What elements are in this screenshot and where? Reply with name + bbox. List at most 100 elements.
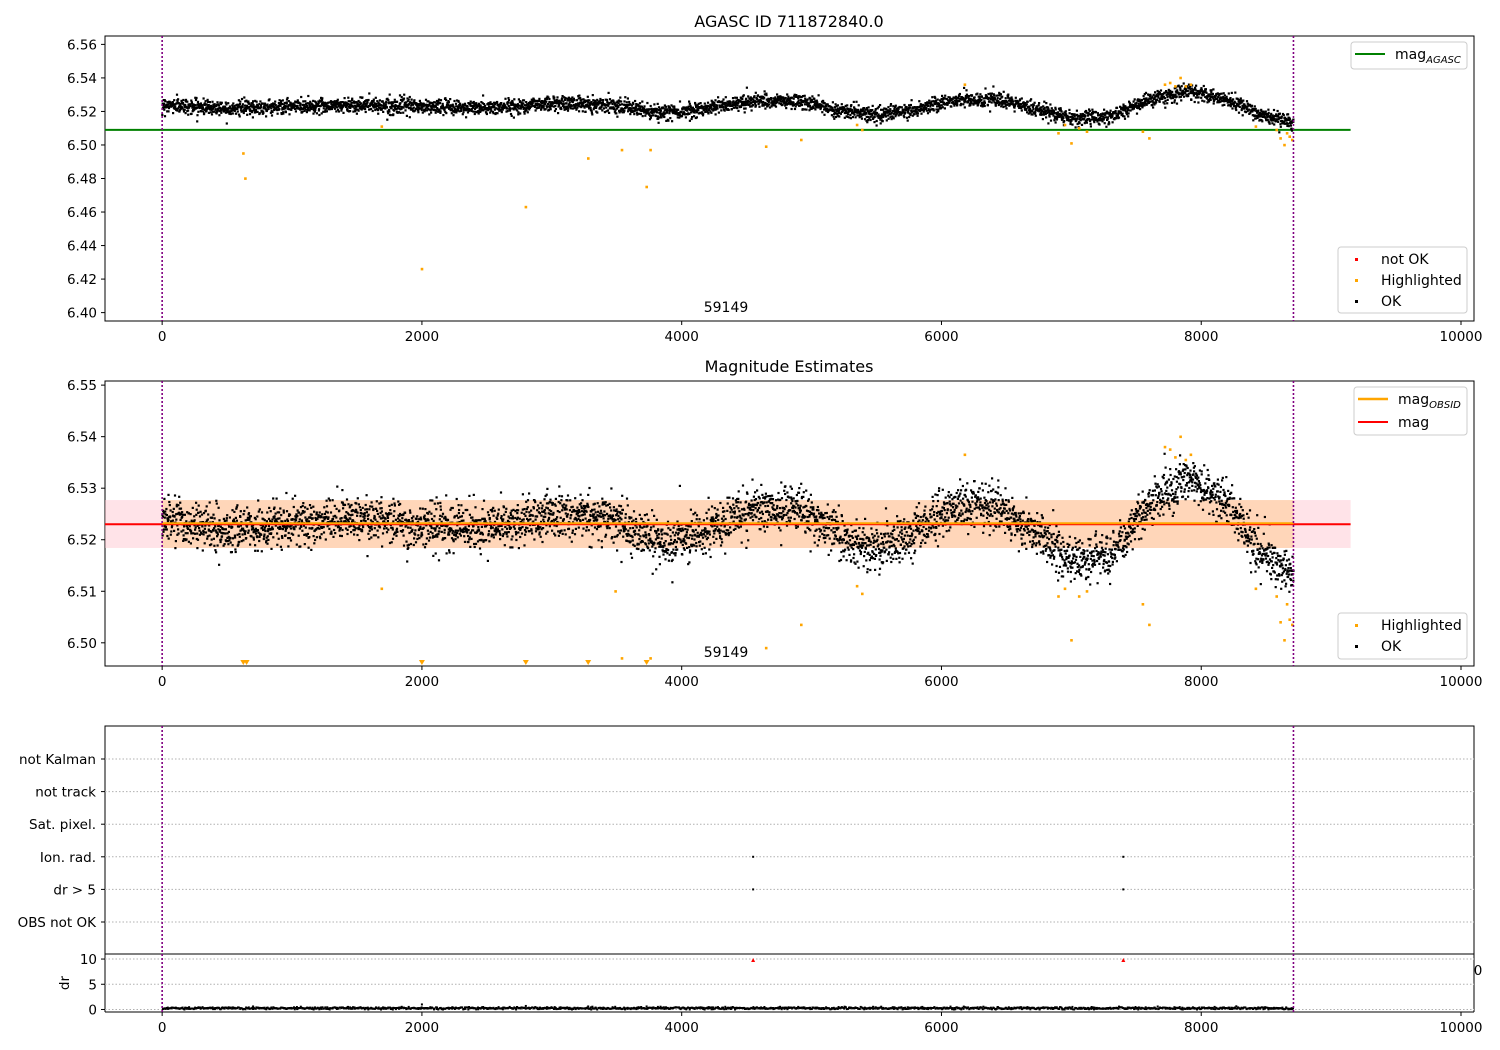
ok-point bbox=[318, 113, 321, 117]
ok-point bbox=[993, 101, 996, 104]
ok-point bbox=[195, 96, 198, 100]
ok-point bbox=[712, 109, 715, 112]
ok-point bbox=[1158, 100, 1161, 103]
ok-point bbox=[909, 106, 912, 109]
ok-point bbox=[805, 100, 808, 104]
ok-point bbox=[349, 110, 352, 113]
ok-point bbox=[740, 100, 743, 103]
ok-point bbox=[254, 544, 257, 547]
ok-point bbox=[1151, 99, 1154, 102]
ok-point bbox=[666, 111, 669, 114]
ok-point bbox=[689, 104, 692, 107]
ok-point bbox=[849, 117, 852, 120]
ok-point bbox=[1023, 107, 1026, 110]
ok-point bbox=[297, 534, 300, 537]
ok-point bbox=[305, 111, 308, 114]
ok-point bbox=[559, 101, 562, 104]
ok-point bbox=[868, 117, 871, 120]
ok-point bbox=[951, 97, 954, 100]
ok-point bbox=[263, 526, 267, 529]
ok-point bbox=[1134, 102, 1137, 105]
ok-point bbox=[547, 96, 550, 99]
ok-point bbox=[238, 113, 241, 116]
ok-point bbox=[464, 104, 467, 107]
ok-point bbox=[309, 100, 312, 103]
ok-point bbox=[945, 98, 948, 101]
ok-point bbox=[441, 102, 444, 105]
ok-point bbox=[991, 95, 994, 98]
ok-point bbox=[207, 111, 210, 114]
ok-point bbox=[307, 94, 310, 98]
ok-point bbox=[372, 100, 375, 103]
ok-point bbox=[1185, 93, 1188, 97]
ok-point bbox=[1047, 108, 1050, 111]
ok-point bbox=[399, 98, 403, 102]
ok-point bbox=[282, 511, 285, 514]
ok-point bbox=[1039, 113, 1042, 116]
ok-point bbox=[408, 95, 411, 99]
ok-point bbox=[207, 104, 210, 107]
ok-point bbox=[247, 529, 250, 532]
ok-point bbox=[1220, 92, 1223, 95]
ok-point bbox=[299, 104, 302, 107]
ok-point bbox=[236, 504, 239, 507]
ok-point bbox=[703, 102, 706, 105]
ok-point bbox=[1049, 119, 1053, 122]
ok-point bbox=[964, 98, 967, 101]
ok-point bbox=[429, 101, 432, 104]
ok-point bbox=[742, 103, 745, 106]
ok-point bbox=[393, 101, 396, 104]
ok-point bbox=[227, 102, 230, 105]
ok-point bbox=[908, 104, 911, 107]
ok-point bbox=[243, 104, 246, 107]
ok-point bbox=[1000, 105, 1003, 108]
ok-point bbox=[719, 104, 722, 107]
ok-point bbox=[636, 113, 639, 116]
ok-point bbox=[520, 101, 523, 104]
ok-point bbox=[372, 98, 375, 101]
ok-point bbox=[764, 102, 768, 105]
ok-point bbox=[244, 109, 247, 112]
ok-point bbox=[987, 92, 990, 96]
ok-point bbox=[489, 101, 492, 104]
ok-point bbox=[164, 513, 167, 516]
ok-point bbox=[229, 110, 232, 113]
ok-point bbox=[274, 108, 278, 111]
ok-point bbox=[831, 106, 834, 109]
ok-point bbox=[587, 101, 590, 104]
ok-point bbox=[267, 530, 270, 533]
ok-point bbox=[1166, 102, 1169, 105]
ok-point bbox=[1096, 112, 1099, 115]
ok-point bbox=[1145, 97, 1148, 100]
ok-point bbox=[249, 543, 252, 546]
ok-point bbox=[858, 114, 861, 117]
ok-point bbox=[894, 115, 897, 118]
ok-point bbox=[595, 102, 598, 105]
ok-point bbox=[815, 106, 818, 109]
ok-point bbox=[803, 100, 806, 103]
ok-point bbox=[197, 504, 200, 507]
ok-point bbox=[272, 507, 276, 510]
ok-point bbox=[197, 511, 200, 514]
ok-point bbox=[656, 111, 659, 114]
ok-point bbox=[345, 511, 348, 514]
ok-point bbox=[283, 106, 286, 109]
ok-point bbox=[162, 528, 166, 531]
ok-point bbox=[1129, 106, 1132, 109]
ok-point bbox=[984, 94, 987, 97]
ok-point bbox=[206, 100, 210, 103]
ok-point bbox=[357, 109, 360, 112]
ok-point bbox=[1277, 118, 1280, 121]
ok-point bbox=[387, 108, 391, 111]
ok-point bbox=[874, 109, 877, 112]
ok-point bbox=[580, 106, 583, 109]
ok-point bbox=[978, 96, 981, 99]
ok-point bbox=[648, 118, 652, 121]
ok-point bbox=[213, 103, 216, 106]
ok-point bbox=[309, 516, 312, 519]
ok-point bbox=[1245, 100, 1249, 103]
ok-point bbox=[520, 105, 523, 108]
ok-point bbox=[350, 531, 353, 534]
ok-point bbox=[1209, 96, 1212, 99]
ok-point bbox=[838, 115, 841, 118]
